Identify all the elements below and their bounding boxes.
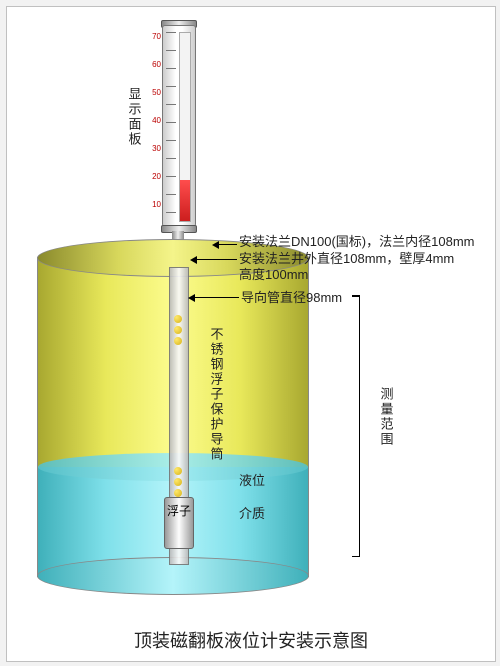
- display-panel: 70605040302010: [162, 25, 196, 227]
- float-label: 浮子: [167, 504, 191, 518]
- diagram-frame: 70605040302010 浮子 显示面板 安装法兰DN100(国标)，法兰内…: [6, 6, 496, 662]
- label-flange-1: 安装法兰DN100(国标)，法兰内径108mm: [239, 233, 499, 251]
- measure-range-bracket: [359, 295, 360, 557]
- caption: 顶装磁翻板液位计安装示意图: [7, 627, 495, 653]
- label-flange-3: 高度100mm: [239, 266, 499, 284]
- lead-flange: [215, 244, 237, 245]
- magnet-dots-lower: [169, 467, 187, 501]
- float: 浮子: [164, 497, 194, 549]
- label-display-panel: 显示面板: [125, 87, 143, 147]
- lead-guide-tube: [191, 297, 239, 298]
- panel-red-indicator: [180, 180, 190, 221]
- magnet-dots-upper: [169, 315, 187, 349]
- label-measure-range: 测量范围: [377, 387, 395, 447]
- label-liquid-level: 液位: [239, 472, 265, 490]
- label-flange-2: 安装法兰井外直径108mm，壁厚4mm: [239, 250, 499, 268]
- panel-scale-ticks: [166, 32, 176, 220]
- lead-flange-2: [193, 259, 237, 260]
- label-medium: 介质: [239, 505, 265, 523]
- panel-track: [179, 32, 191, 222]
- label-protective-tube: 不锈钢浮子保护导筒: [207, 327, 225, 462]
- label-guide-tube: 导向管直径98mm: [241, 289, 342, 307]
